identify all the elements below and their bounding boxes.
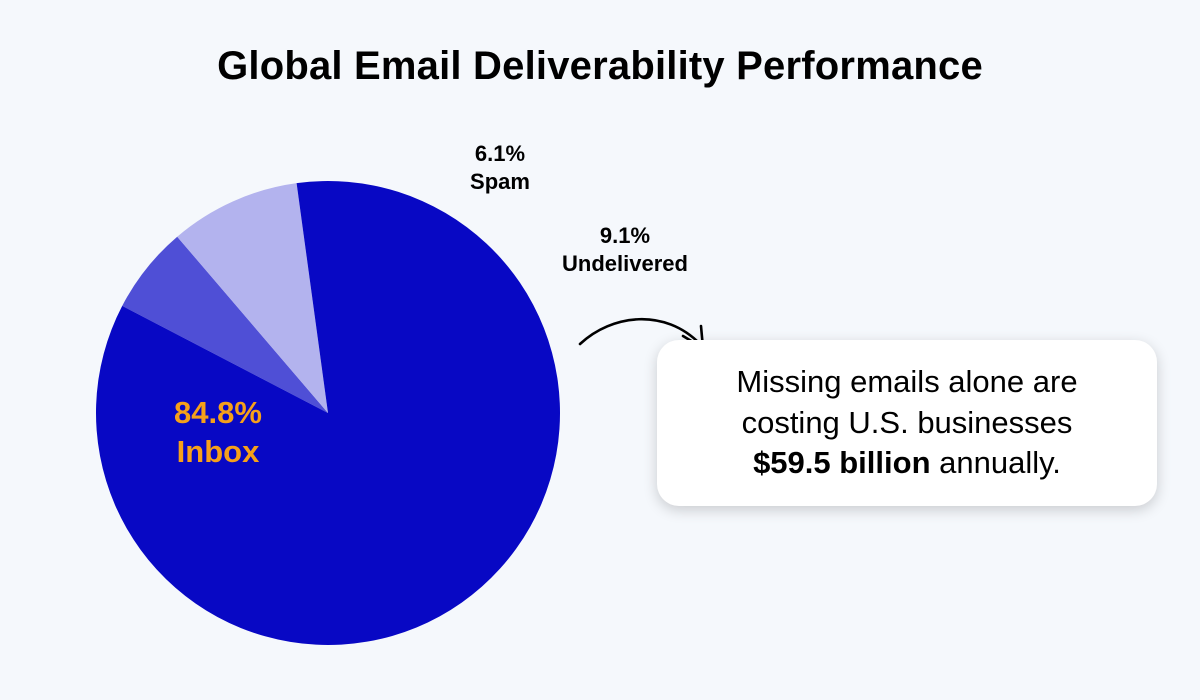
slice-name-spam: Spam xyxy=(470,168,530,194)
pie-slice-undelivered xyxy=(177,183,328,413)
slice-value-inbox: 84.8% xyxy=(174,395,262,430)
slice-value-spam: 6.1% xyxy=(474,141,526,166)
callout-suffix: annually. xyxy=(930,445,1061,481)
slice-label-undelivered: 9.1% Undelivered xyxy=(520,222,730,277)
chart-title: Global Email Deliverability Performance xyxy=(217,44,983,88)
callout-amount: $59.5 billion xyxy=(753,445,931,481)
slice-label-inbox: 84.8% Inbox xyxy=(138,394,298,472)
pie-slice-spam xyxy=(122,236,328,413)
callout-line-2: costing U.S. businesses xyxy=(741,404,1073,440)
slice-name-inbox: Inbox xyxy=(176,433,260,469)
curved-arrow-icon xyxy=(578,317,702,346)
callout-line-3: $59.5 billion annually. xyxy=(753,443,1061,484)
slice-name-undelivered: Undelivered xyxy=(562,250,688,276)
pie-slice-inbox xyxy=(95,181,560,645)
callout-line-1: Missing emails alone are xyxy=(736,363,1078,399)
slice-label-spam: 6.1% Spam xyxy=(440,140,560,195)
slice-value-undelivered: 9.1% xyxy=(599,223,651,248)
callout-box: Missing emails alone are costing U.S. bu… xyxy=(657,340,1157,506)
